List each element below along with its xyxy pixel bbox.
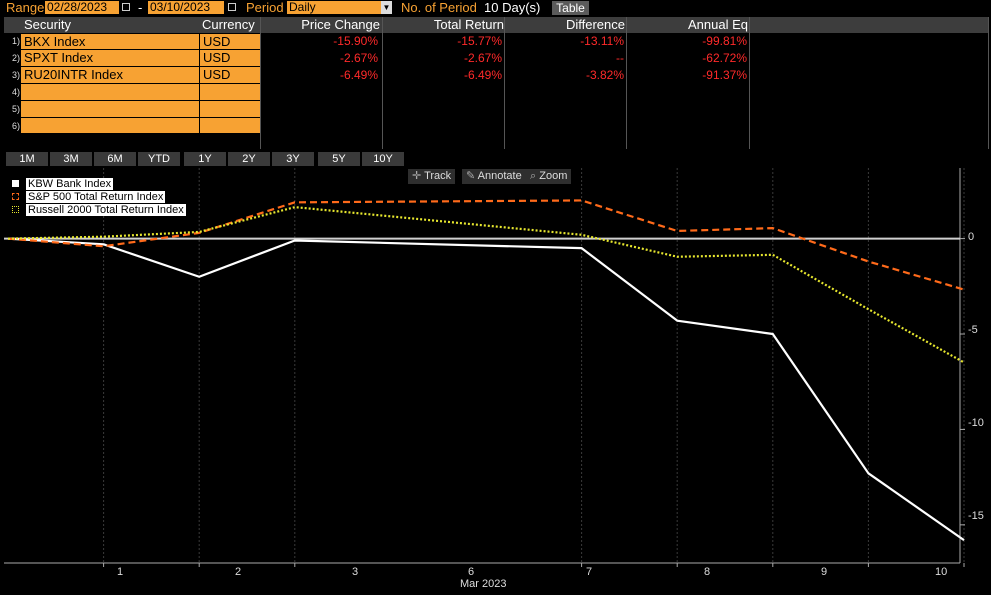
annual-eq-value: -91.37% — [702, 68, 747, 82]
price-change-value: -6.49% — [339, 68, 378, 82]
x-tick-label: 1 — [117, 566, 124, 578]
x-tick-label: 8 — [704, 566, 711, 578]
legend-label: S&P 500 Total Return Index — [26, 191, 166, 203]
magnifier-icon: ⌕ — [530, 170, 537, 182]
security-cell[interactable]: SPXT Index — [21, 50, 199, 67]
header-annual-eq: Annual Eq — [688, 17, 748, 32]
y-tick-label: -5 — [968, 324, 978, 336]
x-tick-label: 7 — [586, 566, 593, 578]
num-periods-label: No. of Period — [401, 0, 477, 15]
range-label: Range — [6, 0, 45, 15]
range-dash: - — [138, 0, 143, 15]
annual-eq-value: -99.81% — [702, 34, 747, 48]
calendar-icon[interactable] — [228, 3, 236, 11]
security-cell-empty[interactable] — [21, 84, 199, 101]
period-button-3y[interactable]: 3Y — [272, 152, 314, 166]
currency-cell[interactable]: USD — [199, 67, 260, 84]
y-tick-label: 0 — [968, 231, 975, 243]
row-number: 4) — [11, 87, 20, 97]
security-cell-empty[interactable] — [21, 101, 199, 118]
x-tick-label: 2 — [235, 566, 242, 578]
currency-cell-empty[interactable] — [199, 101, 260, 118]
chevron-down-icon[interactable]: ▼ — [381, 1, 392, 14]
pencil-icon: ✎ — [466, 170, 476, 182]
series-line-0 — [7, 237, 965, 542]
period-select[interactable]: Daily — [287, 1, 381, 14]
period-button-5y[interactable]: 5Y — [318, 152, 360, 166]
currency-cell[interactable]: USD — [199, 50, 260, 67]
price-change-value: -2.67% — [339, 51, 378, 65]
annotate-button[interactable]: ✎ Annotate — [462, 169, 526, 184]
difference-value: -3.82% — [585, 68, 624, 82]
difference-value: -- — [616, 51, 624, 65]
x-tick-label: 3 — [352, 566, 359, 578]
period-button-3m[interactable]: 3M — [50, 152, 92, 166]
row-number: 2) — [11, 53, 20, 63]
zoom-label: Zoom — [539, 170, 568, 182]
security-cell[interactable]: RU20INTR Index — [21, 67, 199, 84]
column-divider — [749, 17, 750, 149]
header-difference: Difference — [565, 17, 625, 32]
period-button-2y[interactable]: 2Y — [228, 152, 270, 166]
security-cell[interactable]: BKX Index — [21, 34, 199, 50]
zoom-button[interactable]: ⌕ Zoom — [526, 169, 572, 184]
row-number: 6) — [11, 121, 20, 131]
legend-label: KBW Bank Index — [26, 178, 114, 190]
legend-swatch-kbw — [12, 180, 19, 187]
difference-value: -13.11% — [580, 34, 624, 48]
legend-label: Russell 2000 Total Return Index — [26, 204, 186, 216]
total-return-value: -2.67% — [463, 51, 502, 65]
header-total-return: Total Return — [433, 17, 504, 32]
price-change-value: -15.90% — [333, 34, 378, 48]
x-tick-label: 6 — [468, 566, 475, 578]
security-cell-empty[interactable] — [21, 118, 199, 134]
legend-swatch-sp500 — [12, 193, 19, 200]
period-button-1y[interactable]: 1Y — [184, 152, 226, 166]
column-divider — [260, 17, 261, 149]
calendar-icon[interactable] — [122, 3, 130, 11]
x-axis-label: Mar 2023 — [460, 578, 507, 590]
crosshair-icon: ✛ — [412, 170, 422, 182]
total-return-value: -15.77% — [457, 34, 502, 48]
row-number: 5) — [11, 104, 20, 114]
y-tick-label: -15 — [968, 510, 984, 522]
track-button[interactable]: ✛ Track — [408, 169, 456, 184]
start-date-field[interactable]: 02/28/2023 — [45, 1, 119, 14]
column-divider — [382, 17, 383, 149]
period-button-6m[interactable]: 6M — [94, 152, 136, 166]
series-line-2 — [7, 206, 965, 364]
end-date-field[interactable]: 03/10/2023 — [148, 1, 224, 14]
currency-cell-empty[interactable] — [199, 118, 260, 134]
num-periods-value: 10 Day(s) — [484, 0, 541, 15]
header-price-change: Price Change — [301, 17, 380, 32]
period-button-ytd[interactable]: YTD — [138, 152, 180, 166]
period-button-10y[interactable]: 10Y — [362, 152, 404, 166]
column-divider — [988, 17, 989, 149]
header-security: Security — [24, 17, 71, 32]
table-header: Security Currency Price Change Total Ret… — [4, 17, 988, 33]
row-number: 3) — [11, 70, 20, 80]
table-button[interactable]: Table — [552, 1, 589, 15]
column-divider — [626, 17, 627, 149]
currency-cell[interactable]: USD — [199, 34, 260, 50]
x-tick-label: 10 — [935, 566, 948, 578]
legend-swatch-r2000 — [12, 206, 19, 213]
annotate-label: Annotate — [477, 170, 522, 182]
column-divider — [504, 17, 505, 149]
period-button-1m[interactable]: 1M — [6, 152, 48, 166]
period-label: Period — [246, 0, 284, 15]
track-label: Track — [424, 170, 452, 182]
annual-eq-value: -62.72% — [702, 51, 747, 65]
total-return-value: -6.49% — [463, 68, 502, 82]
header-currency: Currency — [202, 17, 255, 32]
currency-cell-empty[interactable] — [199, 84, 260, 101]
y-tick-label: -10 — [968, 417, 984, 429]
row-number: 1) — [11, 36, 20, 46]
x-tick-label: 9 — [821, 566, 828, 578]
